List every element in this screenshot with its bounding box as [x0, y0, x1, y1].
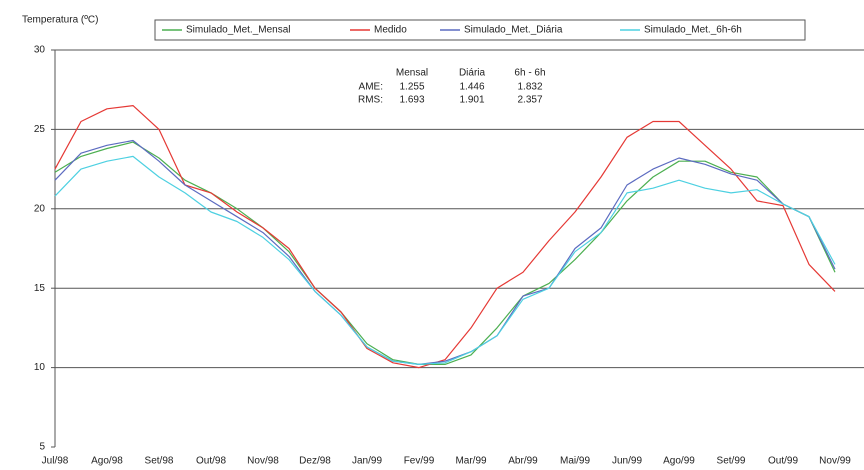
legend-label: Medido: [374, 25, 407, 36]
y-tick-label: 25: [34, 124, 46, 135]
x-tick-label: Nov/98: [247, 456, 279, 467]
y-tick-label: 10: [34, 362, 46, 373]
x-tick-label: Mar/99: [455, 456, 487, 467]
legend-label: Simulado_Met._6h-6h: [644, 25, 742, 36]
x-tick-label: Jul/98: [42, 456, 69, 467]
annotation-value: 1.446: [459, 82, 484, 93]
x-tick-label: Out/99: [768, 456, 798, 467]
x-tick-label: Out/98: [196, 456, 226, 467]
annotation-header: Diária: [459, 68, 486, 79]
x-tick-label: Jun/99: [612, 456, 642, 467]
annotation-row-label: AME:: [359, 82, 383, 93]
annotation-header: Mensal: [396, 68, 428, 79]
y-tick-label: 5: [39, 442, 45, 453]
annotation-value: 1.832: [517, 82, 542, 93]
series-line: [54, 155, 836, 365]
annotation-row-label: RMS:: [358, 95, 383, 106]
legend-label: Simulado_Met._Mensal: [186, 25, 291, 36]
y-tick-label: 20: [34, 203, 46, 214]
y-tick-label: 15: [34, 283, 46, 294]
series-line: [54, 139, 836, 365]
annotation-header: 6h - 6h: [514, 68, 545, 79]
series-line: [54, 141, 836, 365]
annotation-value: 2.357: [517, 95, 542, 106]
annotation-value: 1.901: [459, 95, 484, 106]
legend-box: [154, 19, 806, 41]
x-tick-label: Ago/98: [91, 456, 123, 467]
y-tick-label: 30: [34, 45, 46, 56]
x-tick-label: Fev/99: [404, 456, 435, 467]
x-tick-label: Mai/99: [560, 456, 590, 467]
x-tick-label: Set/98: [145, 456, 174, 467]
series-line: [54, 104, 836, 369]
legend-label: Simulado_Met._Diária: [464, 25, 563, 36]
x-tick-label: Abr/99: [508, 456, 538, 467]
y-axis-label: Temperatura (ºC): [22, 15, 98, 26]
x-tick-label: Set/99: [717, 456, 746, 467]
x-tick-label: Ago/99: [663, 456, 695, 467]
x-tick-label: Jan/99: [352, 456, 382, 467]
x-tick-label: Nov/99: [819, 456, 851, 467]
annotation-value: 1.693: [399, 95, 424, 106]
x-tick-label: Dez/98: [299, 456, 331, 467]
annotation-value: 1.255: [399, 82, 424, 93]
